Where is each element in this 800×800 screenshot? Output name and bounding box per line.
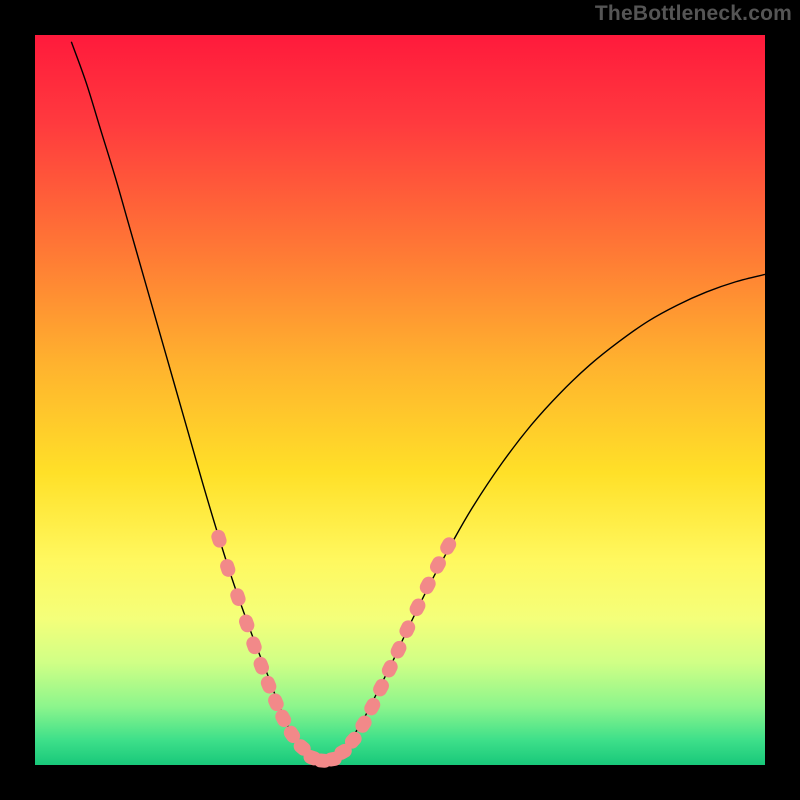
figure-root: TheBottleneck.com	[0, 0, 800, 800]
watermark-text: TheBottleneck.com	[595, 2, 792, 26]
plot-svg	[0, 0, 800, 800]
